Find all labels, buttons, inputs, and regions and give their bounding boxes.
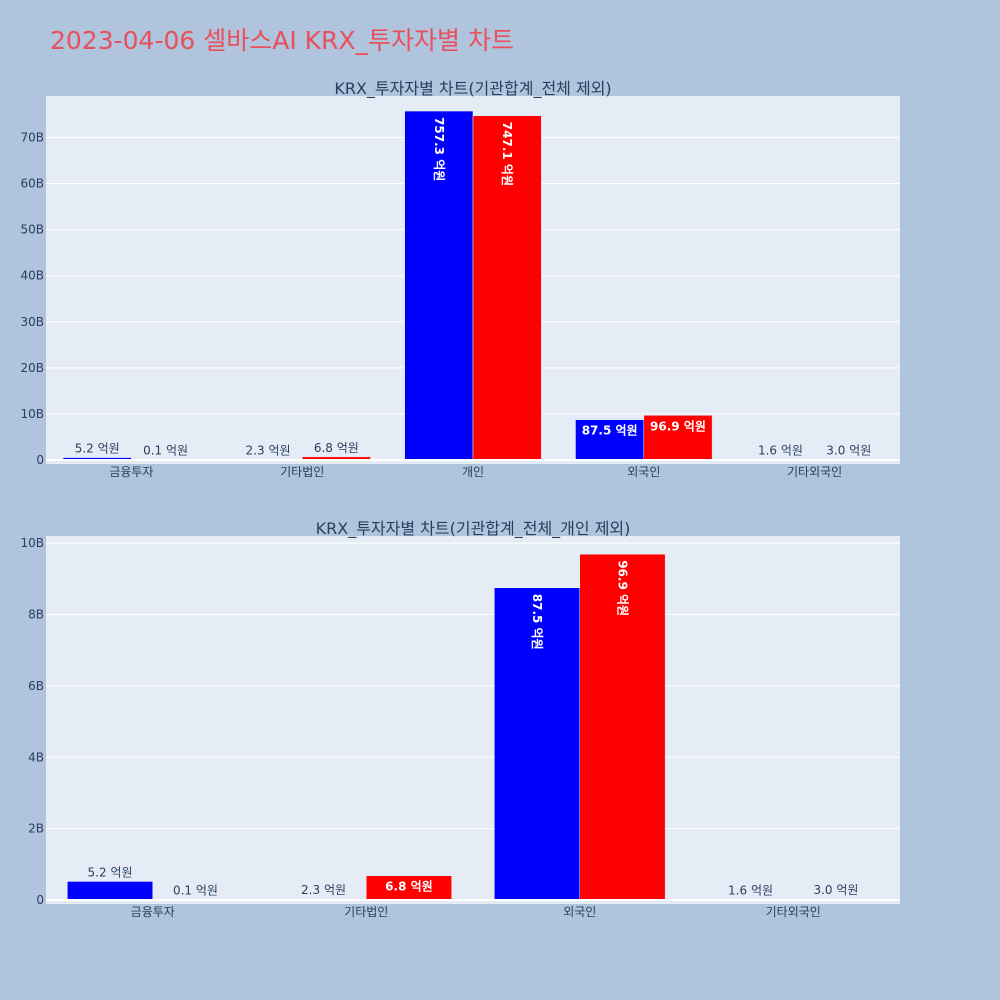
x-tick-label: 기타외국인 bbox=[787, 465, 842, 479]
y-tick-label: 2B bbox=[28, 822, 44, 836]
chart-all-investors: 0 10B 20B 30B 40B 50B 60B 70B KRX_투자자별 차트(기관합계_전… bbox=[20, 79, 900, 479]
y-tick-label: 8B bbox=[28, 608, 44, 622]
y-tick-label: 70B bbox=[20, 130, 44, 144]
plot-area bbox=[46, 536, 900, 904]
bar-sell bbox=[643, 415, 713, 461]
y-tick-label: 20B bbox=[20, 361, 44, 375]
data-label: 3.0 억원 bbox=[813, 883, 858, 897]
x-tick-label: 개인 bbox=[462, 465, 484, 479]
data-label: 757.3 억원 bbox=[432, 117, 446, 181]
y-tick-label: 30B bbox=[20, 315, 44, 329]
data-label: 6.8 억원 bbox=[314, 441, 359, 455]
bar-sell bbox=[472, 115, 542, 461]
y-tick-label: 4B bbox=[28, 750, 44, 764]
data-label: 5.2 억원 bbox=[75, 442, 120, 456]
data-label: 747.1 억원 bbox=[500, 122, 514, 186]
data-label: 6.8 억원 bbox=[385, 880, 433, 894]
data-label: 87.5 억원 bbox=[582, 424, 638, 438]
x-tick-label: 금융투자 bbox=[131, 905, 175, 919]
y-tick-label: 6B bbox=[28, 679, 44, 693]
data-label: 1.6 억원 bbox=[758, 444, 803, 458]
data-label: 0.1 억원 bbox=[143, 444, 188, 458]
data-label: 87.5 억원 bbox=[530, 594, 544, 650]
y-tick-label: 60B bbox=[20, 177, 44, 191]
chart-excluding-individual: 0 2B 4B 6B 8B 10B KRX_투자자별 차트(기관합계_전체_개인 제외) 금융… bbox=[20, 519, 900, 919]
data-label: 96.9 억원 bbox=[650, 419, 706, 433]
x-tick-label: 기타법인 bbox=[280, 465, 324, 479]
data-label: 2.3 억원 bbox=[301, 883, 346, 897]
data-label: 3.0 억원 bbox=[826, 444, 871, 458]
y-tick-label: 0 bbox=[36, 453, 44, 467]
y-tick-label: 10B bbox=[20, 536, 44, 550]
bar-buy bbox=[404, 110, 474, 461]
bar-buy bbox=[67, 881, 153, 901]
y-tick-label: 40B bbox=[20, 269, 44, 283]
bar-buy bbox=[494, 587, 581, 901]
x-tick-label: 외국인 bbox=[563, 905, 596, 919]
data-label: 1.6 억원 bbox=[728, 883, 773, 897]
bar-sell bbox=[579, 553, 666, 901]
x-tick-label: 기타법인 bbox=[344, 905, 388, 919]
x-tick-label: 금융투자 bbox=[109, 465, 153, 479]
chart-title: KRX_투자자별 차트(기관합계_전체 제외) bbox=[334, 79, 611, 99]
chart-title: KRX_투자자별 차트(기관합계_전체_개인 제외) bbox=[316, 519, 631, 539]
y-tick-label: 0 bbox=[36, 893, 44, 907]
data-label: 2.3 억원 bbox=[246, 444, 291, 458]
data-label: 0.1 억원 bbox=[173, 884, 218, 898]
page-title: 2023-04-06 셀바스AI KRX_투자자별 차트 bbox=[50, 26, 514, 55]
x-tick-label: 기타외국인 bbox=[766, 905, 821, 919]
y-tick-label: 10B bbox=[20, 407, 44, 421]
bar-sell bbox=[366, 875, 452, 901]
y-tick-label: 50B bbox=[20, 223, 44, 237]
data-label: 96.9 억원 bbox=[615, 560, 629, 616]
data-label: 5.2 억원 bbox=[88, 865, 133, 879]
x-tick-label: 외국인 bbox=[627, 465, 660, 479]
